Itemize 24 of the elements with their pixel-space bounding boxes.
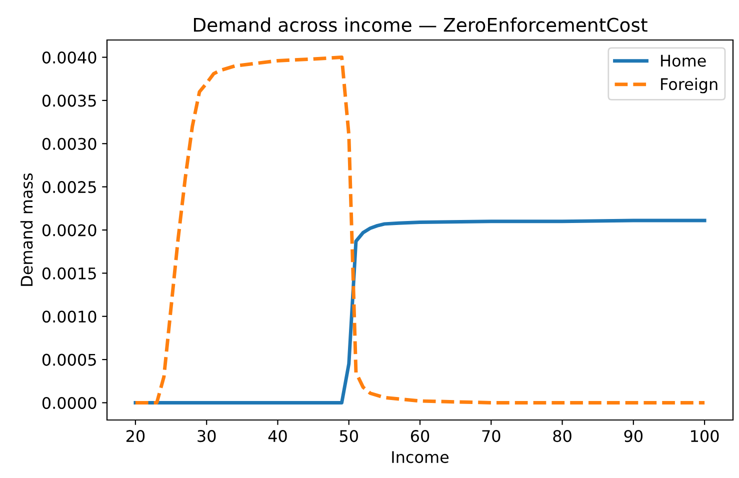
x-tick-label: 30 <box>198 430 216 442</box>
x-axis-title: Income <box>392 451 449 464</box>
y-tick-label: 0.0005 <box>42 354 96 366</box>
chart-title: Demand across income — ZeroEnforcementCost <box>194 17 648 32</box>
x-tick-label: 80 <box>553 430 572 442</box>
x-tick-label: 50 <box>340 430 358 442</box>
y-tick-label: 0.0025 <box>42 181 96 194</box>
y-tick-label: 0.0010 <box>42 310 96 323</box>
x-tick-label: 20 <box>126 430 145 442</box>
x-tick-label: 70 <box>482 430 500 442</box>
x-tick-label: 90 <box>624 430 643 442</box>
y-tick-label: 0.0015 <box>42 267 96 280</box>
x-tick-label: 40 <box>268 430 287 442</box>
x-tick-label: 100 <box>691 430 719 442</box>
y-axis-title: Demand mass <box>20 173 33 286</box>
legend-label: Home <box>661 54 706 67</box>
y-tick-label: 0.0030 <box>42 138 96 150</box>
y-tick-label: 0.0020 <box>42 224 96 236</box>
y-tick-label: 0.0040 <box>42 51 96 64</box>
y-tick-label: 0.0000 <box>42 396 96 410</box>
legend-label: Foreign <box>661 78 718 94</box>
line-series <box>134 218 706 404</box>
x-tick-label: 60 <box>410 430 430 442</box>
y-tick-label: 0.0035 <box>42 94 96 107</box>
